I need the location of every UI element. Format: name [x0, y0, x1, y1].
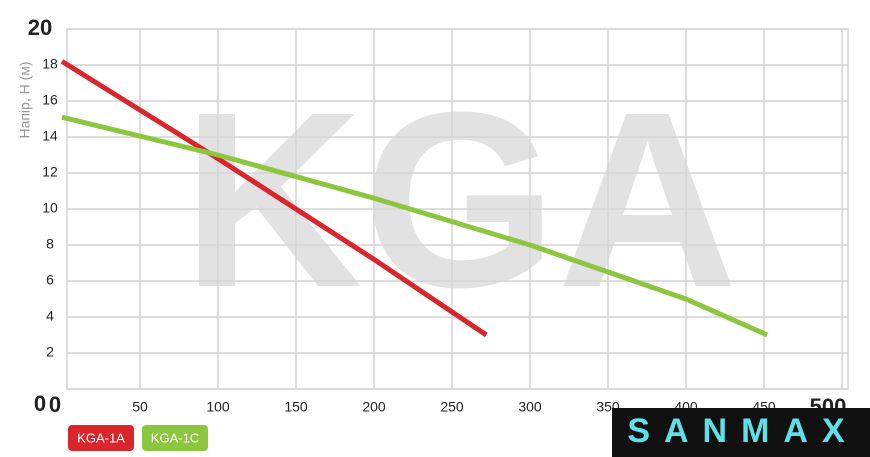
y-tick-label: 18 [42, 56, 58, 72]
logo: SANMAX [627, 412, 858, 450]
y-axis-label: Напір, H (м) [17, 61, 33, 138]
y-tick-label: 6 [46, 272, 54, 288]
x-tick-label: 250 [440, 399, 464, 415]
y-tick-label: 0 [34, 391, 46, 416]
watermark: KGA [182, 60, 738, 339]
y-tick-label: 20 [28, 15, 52, 40]
y-tick-label: 2 [46, 344, 54, 360]
y-tick-label: 14 [42, 128, 58, 144]
y-tick-label: 10 [42, 200, 58, 216]
legend-label: KGA-1C [151, 430, 199, 445]
x-tick-label: 300 [518, 399, 542, 415]
x-tick-label: 150 [284, 399, 308, 415]
legend-swatch [142, 425, 208, 451]
x-tick-label: 0 [49, 392, 61, 417]
x-tick-label: 200 [362, 399, 386, 415]
line-series [61, 114, 769, 338]
legend-swatch [68, 425, 134, 451]
y-tick-label: 12 [42, 164, 58, 180]
line-series [60, 59, 488, 338]
logo-bg [612, 408, 870, 457]
y-tick-label: 4 [46, 308, 54, 324]
x-tick-label: 100 [206, 399, 230, 415]
x-tick-label: 50 [132, 399, 148, 415]
y-tick-label: 8 [46, 236, 54, 252]
legend-label: KGA-1A [77, 430, 125, 445]
y-tick-label: 16 [42, 92, 58, 108]
